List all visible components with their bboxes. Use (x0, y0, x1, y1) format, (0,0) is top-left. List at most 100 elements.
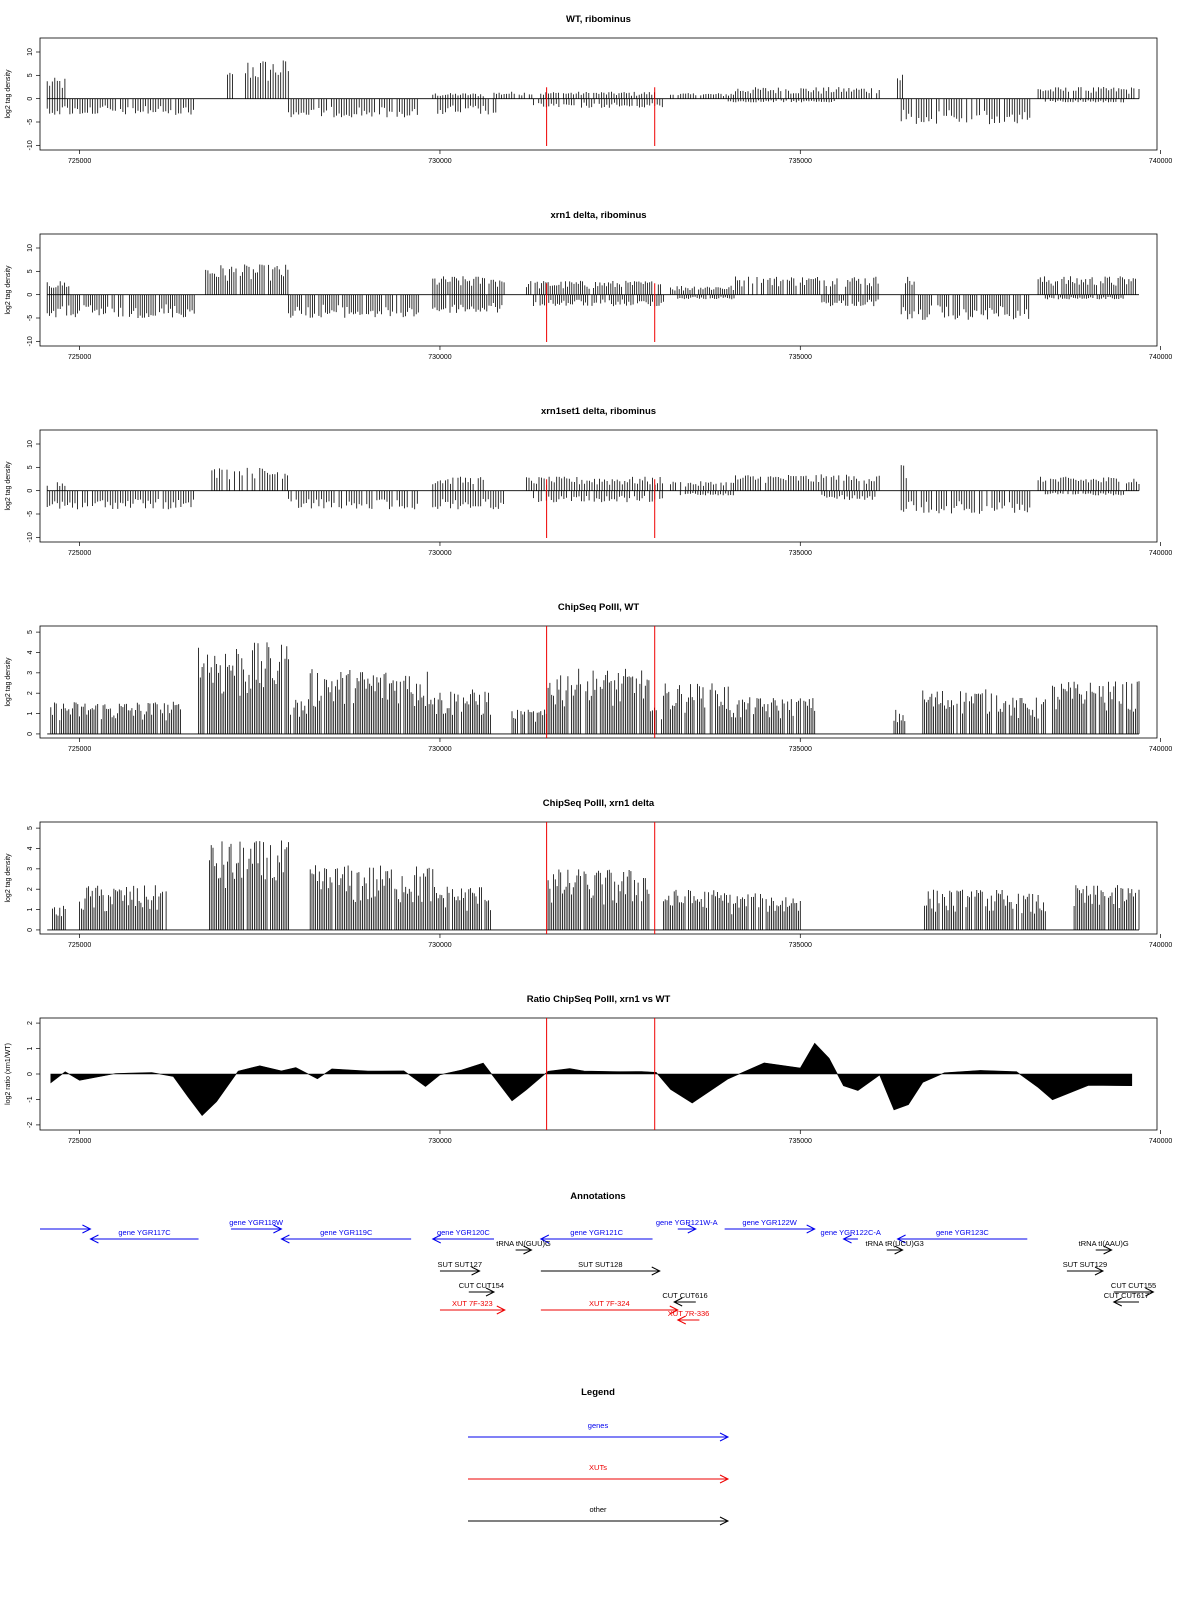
y-tick-label: 1 (27, 1046, 34, 1050)
y-tick-label: 1 (27, 712, 34, 716)
plot-frame (39, 821, 1158, 935)
y-axis: -10 -5 0 5 10 (27, 440, 40, 542)
arrow-head (1112, 1297, 1122, 1307)
x-tick-label: 725000 (68, 158, 91, 165)
arrow-head (673, 1297, 683, 1307)
plot-frame (39, 625, 1158, 739)
y-axis: 0 1 2 3 4 5 (27, 630, 40, 736)
arrow-head (676, 1315, 686, 1325)
x-tick-label: 730000 (428, 550, 451, 557)
arrow-head (894, 1245, 904, 1255)
y-tick-label: -5 (27, 511, 34, 517)
x-tick-label: 725000 (68, 550, 91, 557)
x-tick-label: 725000 (68, 1138, 91, 1145)
feature-gene: gene YGR118W (229, 1218, 284, 1234)
feature-label: SUT SUT128 (578, 1260, 622, 1269)
y-axis-label: log2 tag density (5, 657, 12, 707)
feature-other: tRNA tR(UCU)G3 (866, 1239, 924, 1255)
panel-4: ChipSeq PolII, WT 725000 730000 735000 74000… (5, 602, 1172, 753)
y-tick-label: -2 (27, 1122, 34, 1128)
arrow-head (719, 1432, 730, 1442)
feature-label: tRNA tR(UCU)G3 (866, 1239, 924, 1248)
feature-label: gene YGR117C (118, 1228, 171, 1237)
signal-bars (46, 60, 1140, 125)
panel-title: ChipSeq PolII, WT (558, 602, 639, 613)
x-tick-label: 735000 (789, 550, 812, 557)
feature-label: gene YGR119C (320, 1228, 373, 1237)
x-axis: 725000 730000 735000 740000 (68, 346, 1172, 361)
arrow-head (1094, 1266, 1105, 1276)
legend-label: other (589, 1505, 607, 1514)
y-axis-label: log2 tag density (5, 69, 12, 119)
data-series (46, 465, 1140, 514)
feature-label: gene YGR122C-A (821, 1228, 881, 1237)
arrow-head (719, 1516, 730, 1526)
y-tick-label: 10 (27, 440, 34, 448)
x-tick-label: 735000 (789, 354, 812, 361)
y-tick-label: 0 (27, 97, 34, 101)
feature-gene: gene YGR122C-A (821, 1228, 881, 1244)
feature-label: gene YGR120C (437, 1228, 490, 1237)
y-tick-label: 1 (27, 908, 34, 912)
feature-label: tRNA tI(AAU)G (1079, 1239, 1129, 1248)
y-tick-label: 0 (27, 928, 34, 932)
y-tick-label: 10 (27, 48, 34, 56)
y-axis-label: log2 tag density (5, 265, 12, 315)
arrow-head (82, 1224, 92, 1234)
feature-xut: XUT 7R-336 (668, 1309, 709, 1325)
legend-item: genes (468, 1421, 730, 1442)
y-tick-label: 5 (27, 73, 34, 77)
y-tick-label: 4 (27, 650, 34, 654)
arrow-head (485, 1287, 496, 1297)
feature-gene: gene YGR120C (431, 1228, 495, 1244)
feature-other: CUT CUT154 (459, 1281, 504, 1297)
data-series (50, 1042, 1133, 1117)
feature-gene: gene YGR117C (89, 1228, 199, 1244)
data-series (46, 264, 1139, 320)
y-tick-label: 5 (27, 630, 34, 634)
feature-other: SUT SUT128 (540, 1260, 661, 1276)
y-tick-label: 5 (27, 465, 34, 469)
arrow-head (280, 1234, 290, 1244)
arrow-head (273, 1224, 283, 1234)
panel-title: Ratio ChipSeq PolII, xrn1 vs WT (527, 994, 671, 1005)
arrow-head (806, 1224, 816, 1234)
feature-other: CUT CUT155 (1111, 1281, 1156, 1297)
panel-1: WT, ribominus 725000 730000 735000 740000 -10… (5, 14, 1172, 165)
data-series (46, 60, 1140, 125)
arrow-head (719, 1474, 730, 1484)
arrow-head (523, 1245, 533, 1255)
panel-title: xrn1 delta, ribominus (550, 210, 646, 221)
feature-gene: gene YGR121W-A (656, 1218, 718, 1234)
arrow-head (89, 1234, 99, 1244)
arrow-head (896, 1234, 906, 1244)
panel-3: xrn1set1 delta, ribominus 725000 730000 735… (5, 406, 1172, 557)
arrow-head (1145, 1287, 1155, 1297)
x-tick-label: 725000 (68, 354, 91, 361)
signal-bars (46, 264, 1136, 320)
feature-label: gene YGR122W (742, 1218, 797, 1227)
x-axis: 725000 730000 735000 740000 (68, 934, 1172, 949)
feature-label: CUT CUT616 (662, 1291, 707, 1300)
panel-title: ChipSeq PolII, xrn1 delta (543, 798, 655, 809)
x-tick-label: 730000 (428, 158, 451, 165)
y-tick-label: 4 (27, 846, 34, 850)
x-tick-label: 725000 (68, 746, 91, 753)
annotations-panel: Annotations gene YGR117C gene YGR118W gene … (40, 1191, 1156, 1325)
plot-frame (39, 37, 1158, 151)
feature-gene: gene YGR122W (724, 1218, 816, 1234)
y-tick-label: -1 (27, 1096, 34, 1102)
x-axis: 725000 730000 735000 740000 (68, 738, 1172, 753)
feature-label: SUT SUT129 (1063, 1260, 1107, 1269)
feature-other: SUT SUT127 (438, 1260, 482, 1276)
y-tick-label: 3 (27, 671, 34, 675)
feature-label: CUT CUT155 (1111, 1281, 1156, 1290)
panel-title: WT, ribominus (566, 14, 631, 25)
y-tick-label: -10 (27, 336, 34, 346)
feature-label: gene YGR118W (229, 1218, 284, 1227)
feature-xut: XUT 7F-324 (540, 1299, 679, 1315)
x-tick-label: 730000 (428, 1138, 451, 1145)
data-series (47, 642, 1140, 735)
arrow-head (431, 1234, 441, 1244)
y-tick-label: -10 (27, 140, 34, 150)
